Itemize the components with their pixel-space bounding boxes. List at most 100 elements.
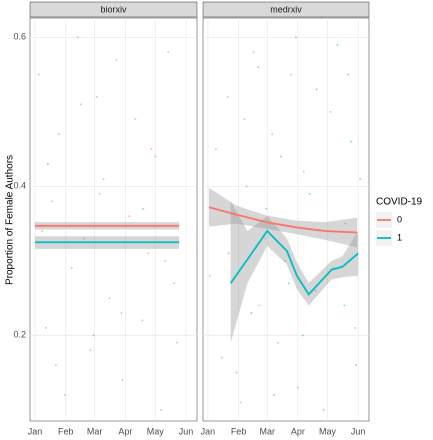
strip-title: biorxiv <box>100 4 127 14</box>
point <box>70 267 73 270</box>
point <box>329 110 332 113</box>
point <box>322 408 325 411</box>
legend-title: COVID-19 <box>376 197 423 208</box>
x-tick-label: Jan <box>201 426 216 436</box>
point <box>141 319 144 322</box>
point <box>243 118 246 121</box>
point <box>245 185 248 188</box>
point <box>76 36 79 39</box>
point <box>315 88 318 91</box>
point <box>271 133 274 136</box>
point <box>280 155 283 158</box>
point <box>92 334 95 337</box>
point <box>350 140 353 143</box>
point <box>344 222 347 225</box>
point <box>154 155 157 158</box>
point <box>82 237 85 240</box>
strip <box>29 1 198 18</box>
point <box>233 215 236 218</box>
point <box>294 36 297 39</box>
point <box>250 311 253 314</box>
x-tick-label: Feb <box>58 426 74 436</box>
strip-title: medrxiv <box>270 4 302 14</box>
point <box>115 58 118 61</box>
point <box>258 304 261 307</box>
point <box>287 282 290 285</box>
point <box>301 334 304 337</box>
point <box>347 73 350 76</box>
point <box>142 207 145 210</box>
point <box>214 148 217 151</box>
panel <box>29 17 198 422</box>
point <box>57 133 60 136</box>
point <box>273 393 276 396</box>
x-tick-label: Mar <box>259 426 275 436</box>
point <box>167 51 170 54</box>
point <box>336 43 339 46</box>
point <box>108 297 111 300</box>
point <box>134 118 137 121</box>
point <box>173 282 176 285</box>
point <box>98 192 101 195</box>
point <box>235 371 238 374</box>
point <box>46 163 49 166</box>
point <box>289 73 292 76</box>
x-tick-label: Mar <box>87 426 103 436</box>
panel <box>202 17 370 422</box>
point <box>220 356 223 359</box>
point <box>89 349 92 352</box>
point <box>265 207 268 210</box>
legend-label: 0 <box>397 214 402 224</box>
point <box>160 408 163 411</box>
point <box>208 274 211 277</box>
x-tick-label: May <box>319 426 337 436</box>
point <box>277 341 280 344</box>
point <box>308 192 311 195</box>
x-tick-label: Apr <box>291 426 305 436</box>
strip <box>202 1 370 18</box>
y-tick-label: 0.2 <box>13 330 26 340</box>
point <box>54 364 57 367</box>
point <box>264 237 267 240</box>
point <box>150 148 153 151</box>
point <box>95 95 98 98</box>
y-tick-label: 0.4 <box>13 181 26 191</box>
x-tick-label: Jun <box>351 426 366 436</box>
point <box>40 230 43 233</box>
point <box>128 215 131 218</box>
point <box>50 200 53 203</box>
point <box>227 252 230 255</box>
point <box>176 341 179 344</box>
point <box>355 364 358 367</box>
point <box>239 401 242 404</box>
x-tick-label: May <box>147 426 165 436</box>
point <box>284 259 287 262</box>
y-axis-label: Proportion of Female Authors <box>5 155 16 285</box>
point <box>226 95 229 98</box>
trend-line <box>208 206 358 234</box>
point <box>121 379 124 382</box>
point <box>314 289 317 292</box>
point <box>102 177 105 180</box>
x-tick-label: Jan <box>28 426 43 436</box>
point <box>302 170 305 173</box>
point <box>359 177 362 180</box>
point <box>79 103 82 106</box>
point <box>257 66 260 69</box>
point <box>37 73 40 76</box>
point <box>343 304 346 307</box>
point <box>44 326 47 329</box>
confidence-band <box>208 187 358 248</box>
point <box>164 259 167 262</box>
point <box>147 252 150 255</box>
point <box>120 311 123 314</box>
x-tick-label: Feb <box>231 426 247 436</box>
legend-label: 1 <box>397 232 402 242</box>
point <box>354 326 357 329</box>
point <box>296 386 299 389</box>
point <box>252 51 255 54</box>
trend-line <box>229 229 359 296</box>
x-tick-label: Apr <box>118 426 132 436</box>
x-tick-label: Jun <box>179 426 194 436</box>
